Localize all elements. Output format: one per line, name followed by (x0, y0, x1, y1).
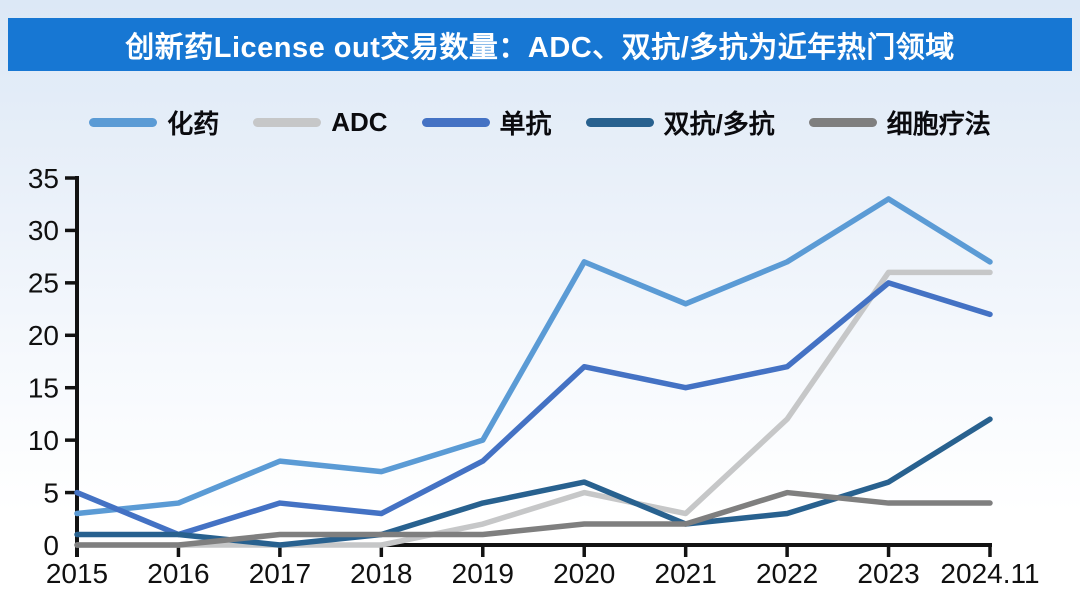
legend-line-swatch (421, 117, 490, 127)
y-tick-label: 10 (28, 425, 59, 456)
y-tick-label: 5 (43, 477, 59, 508)
chart-legend: 化药 ADC 单抗 双抗/多抗 细胞疗法 (0, 103, 1080, 141)
legend-item-3: 双抗/多抗 (585, 104, 775, 141)
x-tick-label: 2021 (655, 558, 717, 589)
page-title: 创新药License out交易数量：ADC、双抗/多抗为近年热门领域 (125, 31, 955, 64)
legend-label: 化药 (167, 108, 220, 139)
series-line-2 (74, 280, 993, 538)
legend-line-swatch (808, 117, 877, 127)
y-tick-label: 35 (28, 163, 59, 194)
legend-item-2: 单抗 (421, 104, 552, 141)
x-tick-label: 2017 (249, 558, 311, 589)
legend-label: ADC (331, 106, 388, 137)
legend-item-1: ADC (253, 106, 388, 138)
legend-label: 双抗/多抗 (663, 108, 775, 139)
legend-item-4: 细胞疗法 (808, 104, 991, 141)
legend-label: 单抗 (499, 108, 552, 139)
series-line-0 (74, 196, 993, 517)
title-banner: 创新药License out交易数量：ADC、双抗/多抗为近年热门领域 (8, 18, 1072, 71)
legend-item-0: 化药 (89, 104, 219, 141)
x-tick-label: 2020 (553, 558, 615, 589)
series-line-1 (74, 269, 993, 548)
x-tick-label: 2024.11 (940, 558, 1039, 589)
x-tick-label: 2019 (452, 558, 514, 589)
legend-line-swatch (89, 117, 158, 127)
x-tick-label: 2015 (46, 558, 108, 589)
series-line-4 (74, 489, 993, 548)
x-tick-label: 2023 (857, 558, 919, 589)
x-tick-label: 2018 (350, 558, 412, 589)
y-tick-label: 0 (43, 530, 59, 561)
x-tick-label: 2016 (147, 558, 209, 589)
legend-line-swatch (253, 117, 322, 127)
legend-label: 细胞疗法 (886, 108, 991, 139)
y-tick-label: 25 (28, 268, 59, 299)
line-chart: 0 5 10 15 20 25 30 35 2015 2016 2017 2018 2019 2020 20… (28, 163, 1040, 589)
legend-line-swatch (585, 117, 654, 127)
y-tick-label: 15 (28, 373, 59, 404)
y-tick-label: 30 (28, 215, 59, 246)
y-tick-label: 20 (28, 320, 59, 351)
x-tick-label: 2022 (756, 558, 818, 589)
